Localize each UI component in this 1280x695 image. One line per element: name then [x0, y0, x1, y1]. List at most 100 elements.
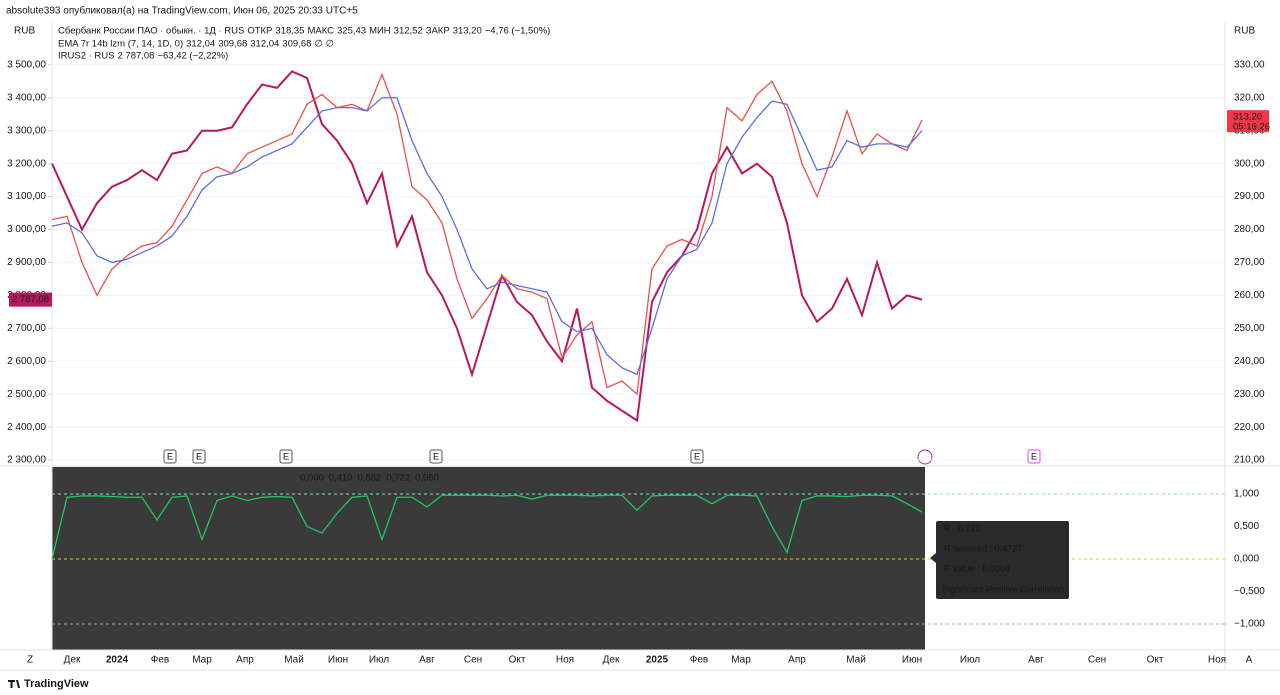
earnings-box[interactable] — [690, 449, 704, 464]
legend-text: ∅ — [314, 39, 322, 50]
axis-button[interactable]: A — [1246, 655, 1253, 666]
time-tick-label: Июн — [902, 655, 922, 666]
axis-button[interactable]: Z — [27, 655, 33, 666]
earnings-box[interactable] — [163, 449, 177, 464]
time-tick-label: Мар — [731, 655, 751, 666]
earnings-label: E — [433, 452, 439, 463]
time-tick-label: Сен — [1088, 655, 1106, 666]
time-tick-label: Апр — [236, 655, 254, 666]
time-tick-label: Авг — [419, 655, 435, 666]
y2-tick-label: 220,00 — [1234, 422, 1265, 433]
y-tick-label: 3 200,00 — [7, 158, 46, 169]
legend-text: 312,04 — [186, 39, 215, 50]
legend-text: ∅ — [326, 39, 334, 50]
y-tick-label: −0,500 — [1234, 586, 1265, 597]
earnings-label: E — [167, 452, 173, 463]
y2-tick-label: 320,00 — [1234, 92, 1265, 103]
header: absolute393 опубликовал(а) на TradingVie… — [6, 5, 358, 17]
y2-tick-label: 250,00 — [1234, 323, 1265, 334]
legend-text: 309,68 — [218, 39, 247, 50]
legend-text: −63,42 (−2,22%) — [157, 51, 228, 62]
legend-text: ОТКР — [247, 26, 272, 37]
earnings-box[interactable] — [279, 449, 293, 464]
legend-text: Сбербанк России ПАО · обыкн. · 1Д · RUS — [58, 26, 244, 37]
y2-tick-label: 280,00 — [1234, 224, 1265, 235]
y-tick-label: 2 300,00 — [7, 455, 46, 466]
indicator-value: 0,000 — [300, 473, 324, 484]
y-tick-label: 0,500 — [1234, 521, 1259, 532]
indicator-value: 0,410 — [329, 473, 353, 484]
time-tick-label: Сен — [464, 655, 482, 666]
time-tick-label: Дек — [64, 655, 81, 666]
y2-tick-label: 290,00 — [1234, 191, 1265, 202]
legend-text: IRUS2 · RUS — [58, 51, 114, 62]
earnings-label: E — [196, 452, 202, 463]
legend-text: МАКС — [307, 26, 334, 37]
price-countdown: 05:16:26 — [1233, 122, 1270, 133]
legend-text: 312,04 — [250, 39, 279, 50]
earnings-box[interactable] — [429, 449, 443, 464]
legend-text: МИН — [369, 26, 391, 37]
y-tick-label: 2 600,00 — [7, 356, 46, 367]
indicator-value: 0,050 — [415, 473, 439, 484]
legend-text: −4,76 (−1,50%) — [485, 26, 551, 37]
currency-left: RUB — [14, 26, 35, 37]
legend-text: 325,43 — [337, 26, 366, 37]
y2-tick-label: 210,00 — [1234, 455, 1265, 466]
y-tick-label: 2 700,00 — [7, 323, 46, 334]
earnings-box[interactable] — [192, 449, 206, 464]
y-tick-label: 3 300,00 — [7, 125, 46, 136]
y-tick-label: −1,000 — [1234, 619, 1265, 630]
series-line — [51, 97, 923, 376]
y-tick-label: 3 500,00 — [7, 59, 46, 70]
time-tick-label: 2025 — [646, 655, 669, 666]
price-tag-box — [1227, 110, 1269, 133]
legend-text: 318,35 — [275, 26, 304, 37]
legend-text: 309,68 — [282, 39, 311, 50]
price-tag: 313,20 — [1233, 112, 1262, 123]
compare-tag: 2 787,08 — [12, 294, 49, 305]
earnings-label: E — [694, 452, 700, 463]
y-tick-label: 1,000 — [1234, 489, 1259, 500]
event-icon[interactable] — [917, 449, 933, 465]
tooltip-text: R Squared : 0.4727 — [944, 543, 1022, 553]
legend-text: EMA 7r 14b lzm (7, 14, 1D, 0) — [58, 39, 183, 50]
tooltip-pointer — [930, 553, 936, 563]
earnings-box[interactable] — [1027, 449, 1041, 464]
time-tick-label: Авг — [1028, 655, 1044, 666]
indicator-pane — [52, 467, 925, 650]
y-tick-label: 3 000,00 — [7, 224, 46, 235]
legend-text: 312,52 — [394, 26, 423, 37]
y-tick-label: 2 900,00 — [7, 257, 46, 268]
currency-right: RUB — [1234, 26, 1255, 37]
legend-text: 2 787,08 — [117, 51, 154, 62]
indicator-value: 0,722 — [386, 473, 410, 484]
y-tick-label: 3 100,00 — [7, 191, 46, 202]
time-tick-label: Дек — [603, 655, 620, 666]
tooltip-text: Significant Positive Correlation — [942, 584, 1064, 594]
time-tick-label: 2024 — [106, 655, 129, 666]
time-tick-label: Июл — [960, 655, 980, 666]
y-tick-label: 3 400,00 — [7, 92, 46, 103]
footer: TradingView — [24, 678, 89, 690]
time-tick-label: Июн — [328, 655, 348, 666]
time-tick-label: Апр — [788, 655, 806, 666]
y2-tick-label: 300,00 — [1234, 158, 1265, 169]
y-tick-label: 2 500,00 — [7, 389, 46, 400]
time-tick-label: Мар — [192, 655, 212, 666]
indicator-value: 0,882 — [358, 473, 382, 484]
y2-tick-label: 230,00 — [1234, 389, 1265, 400]
time-tick-label: Окт — [509, 655, 526, 666]
time-tick-label: Окт — [1147, 655, 1164, 666]
y-tick-label: 0,000 — [1234, 554, 1259, 565]
tooltip-text: R : 0.722 — [944, 523, 981, 533]
tooltip-box — [936, 521, 1069, 599]
y2-tick-label: 240,00 — [1234, 356, 1265, 367]
earnings-label: E — [283, 452, 289, 463]
earnings-label: E — [1031, 452, 1037, 463]
y2-tick-label: 260,00 — [1234, 290, 1265, 301]
time-tick-label: Фев — [151, 655, 169, 666]
tooltip-text: P Value : 0.0004 — [944, 563, 1010, 573]
y2-tick-label: 270,00 — [1234, 257, 1265, 268]
